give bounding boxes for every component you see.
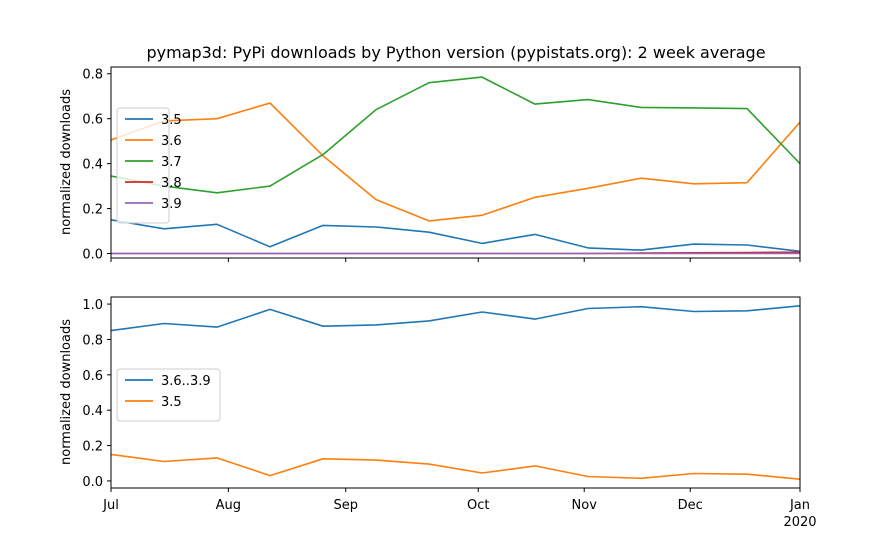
legend-label: 3.6	[161, 134, 182, 149]
legend-label: 3.9	[161, 197, 182, 212]
top-axes-frame	[110, 66, 801, 259]
legend-label: 3.5	[161, 113, 182, 128]
y-tick-label: 0.0	[82, 248, 103, 263]
bottom-axes-frame	[110, 296, 801, 489]
legend-label: 3.6..3.9	[161, 374, 211, 389]
series-line-3-6	[111, 102, 800, 222]
y-tick-label: 0.0	[82, 475, 103, 490]
bottom-series-lines	[111, 305, 800, 480]
series-line-3-5	[111, 453, 800, 480]
top-y-axis-label: normalized downloads	[59, 89, 74, 235]
x-tick-label: Aug	[216, 498, 241, 513]
bottom-legend: 3.6..3.9 3.5	[116, 368, 221, 422]
x-tick-label: Jan	[789, 498, 810, 513]
figure-title: pymap3d: PyPi downloads by Python versio…	[146, 43, 765, 62]
bottom-axes: 0.0 0.2 0.4 0.6 0.8 1.0 Jul Aug Sep Oct Nov Dec Jan…	[59, 296, 817, 530]
x-tick-label: Dec	[678, 498, 703, 513]
y-tick-label: 0.8	[82, 68, 103, 83]
legend-label: 3.8	[161, 176, 182, 191]
y-tick-label: 0.2	[82, 203, 103, 218]
y-tick-label: 0.4	[82, 158, 103, 173]
x-tick-label: Jul	[102, 498, 119, 513]
y-tick-label: 0.4	[82, 404, 103, 419]
top-x-ticks	[110, 258, 801, 262]
bottom-y-axis-label: normalized downloads	[59, 319, 74, 465]
legend-label: 3.7	[161, 155, 182, 170]
x-tick-label: Sep	[333, 498, 358, 513]
x-tick-label: Oct	[467, 498, 489, 513]
top-axes: 0.0 0.2 0.4 0.6 0.8 normalized downloads 3.5…	[59, 66, 801, 263]
legend-label: 3.5	[161, 395, 182, 410]
y-tick-label: 0.6	[82, 113, 103, 128]
x-tick-year-label: 2020	[783, 515, 816, 530]
series-line-3-5	[111, 219, 800, 253]
series-line-3-6-3-9	[111, 305, 800, 332]
bottom-y-ticks: 0.0 0.2 0.4 0.6 0.8 1.0	[82, 298, 111, 490]
legend-box	[116, 107, 170, 224]
series-line-3-7	[111, 76, 800, 194]
y-tick-label: 0.2	[82, 440, 103, 455]
bottom-x-ticks: Jul Aug Sep Oct Nov Dec Jan	[102, 488, 810, 513]
y-tick-label: 0.8	[82, 333, 103, 348]
top-series-lines	[111, 76, 800, 255]
legend-box	[116, 368, 221, 422]
x-tick-label: Nov	[572, 498, 598, 513]
y-tick-label: 0.6	[82, 369, 103, 384]
y-tick-label: 1.0	[82, 298, 103, 313]
top-y-ticks: 0.0 0.2 0.4 0.6 0.8	[82, 68, 111, 263]
top-legend: 3.5 3.6 3.7 3.8 3.9	[116, 107, 182, 224]
